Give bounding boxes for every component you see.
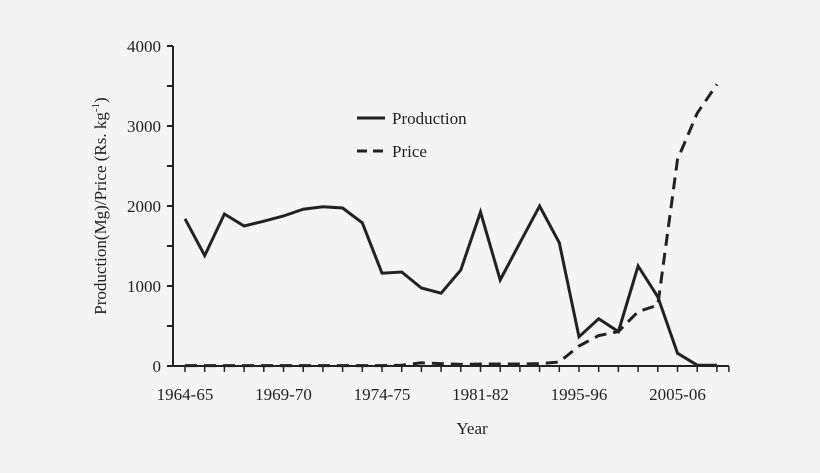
legend: Production Price	[357, 109, 467, 161]
y-tick-label: 2000	[127, 197, 161, 216]
x-tick-label: 2005-06	[649, 385, 706, 404]
y-axis-title-end: )	[91, 97, 110, 103]
y-tick-label: 1000	[127, 277, 161, 296]
series-line-production	[183, 202, 717, 367]
y-axis-title-main: Production(Mg)/Price (Rs. kg	[91, 112, 110, 315]
y-tick-label: 0	[153, 357, 162, 376]
legend-label-production: Production	[392, 109, 467, 128]
x-axis-title: Year	[456, 419, 488, 438]
legend-label-price: Price	[392, 142, 427, 161]
series-line-price	[185, 83, 719, 368]
y-axis-title-sup: -1	[90, 103, 102, 112]
y-axis-title: Production(Mg)/Price (Rs. kg-1)	[90, 97, 110, 314]
axes: 0 1000 2000 3000 4000 1964-65 1969-70 1974-75 19…	[127, 37, 730, 404]
y-tick-label: 4000	[127, 37, 161, 56]
x-tick-label: 1995-96	[551, 385, 608, 404]
series-group	[183, 83, 719, 368]
x-tick-label: 1981-82	[452, 385, 509, 404]
x-tick-label: 1964-65	[157, 385, 214, 404]
x-tick-label: 1974-75	[354, 385, 411, 404]
x-tick-label: 1969-70	[255, 385, 312, 404]
y-tick-label: 3000	[127, 117, 161, 136]
